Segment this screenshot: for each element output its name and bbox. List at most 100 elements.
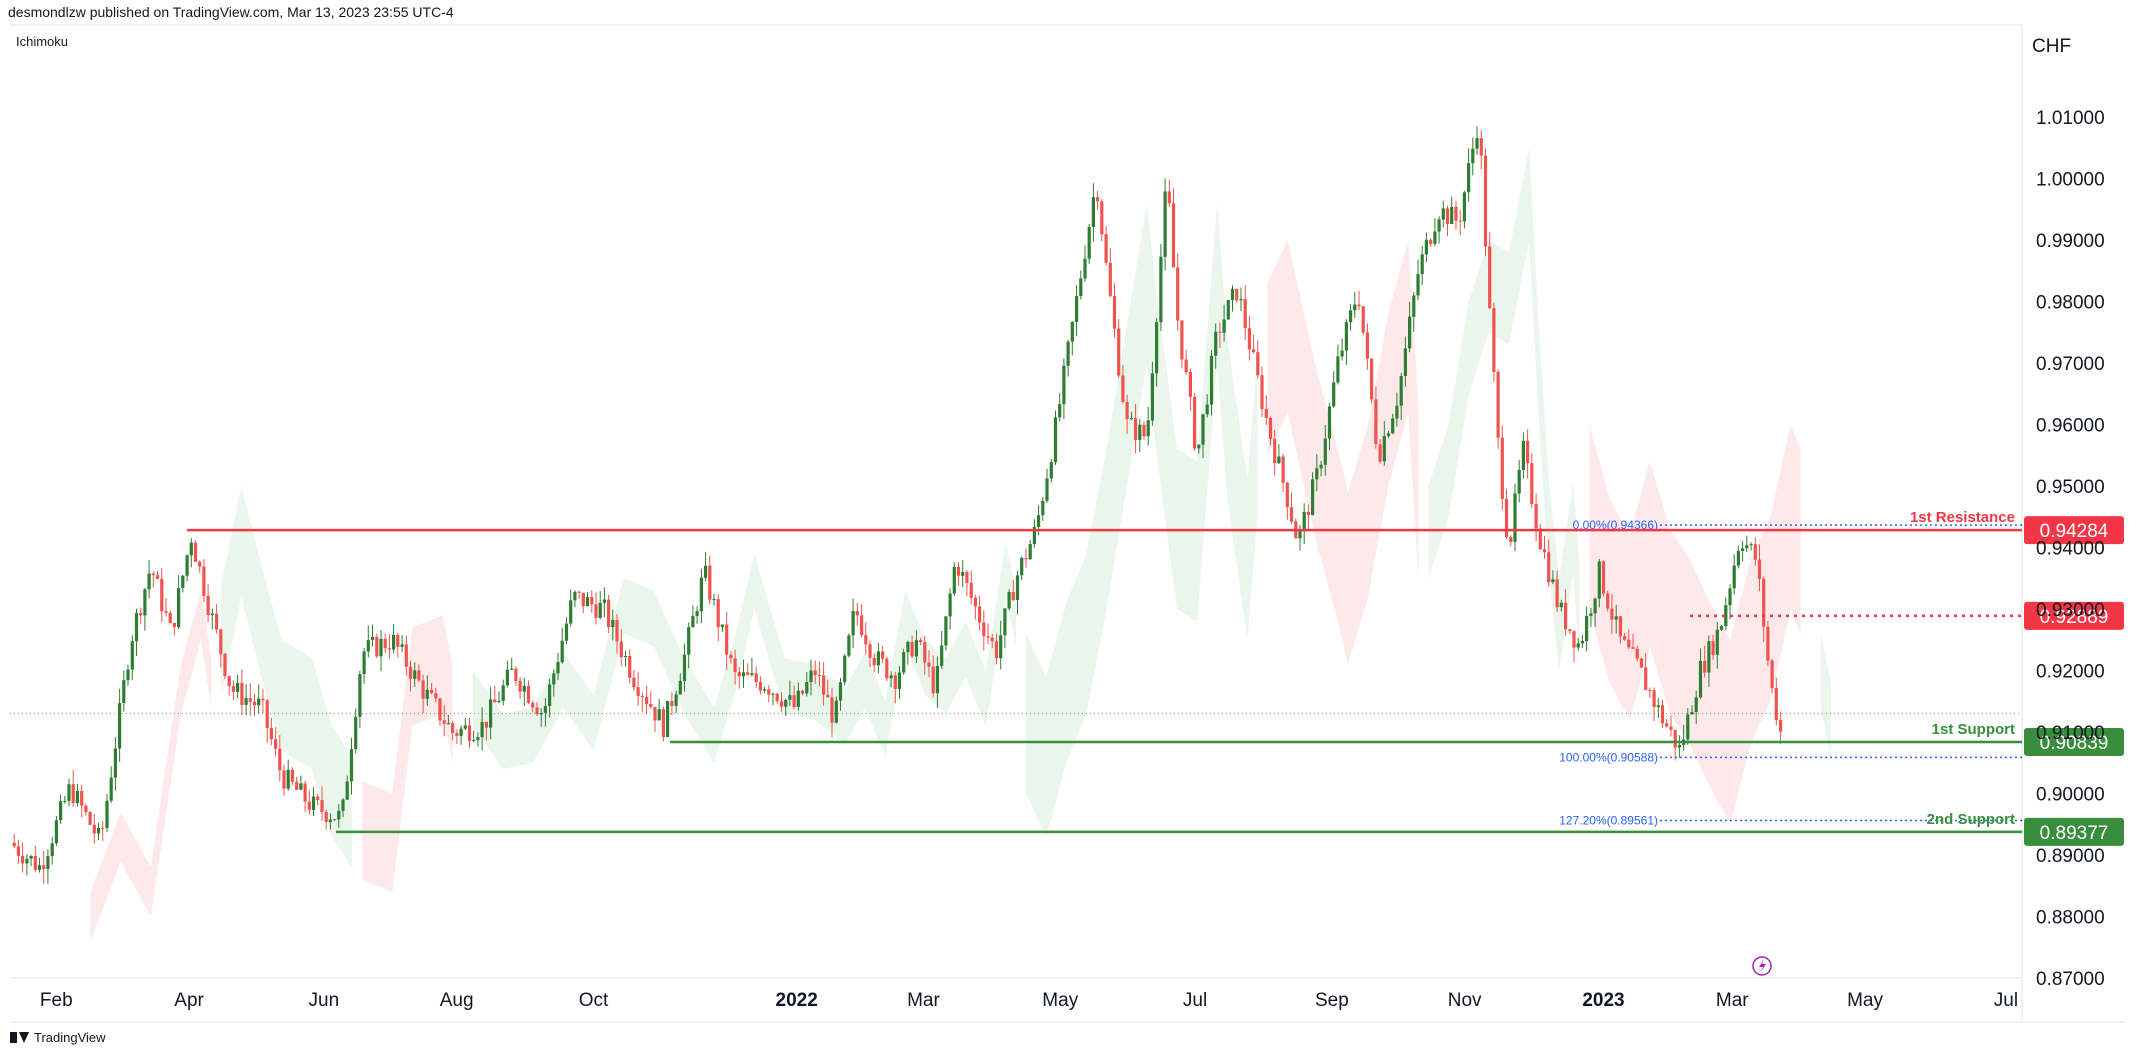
- candle-body: [379, 638, 383, 657]
- candle-body: [12, 842, 16, 847]
- candle-body: [105, 800, 109, 828]
- candle-body: [210, 613, 214, 616]
- candle-body: [1306, 511, 1310, 516]
- candle-body: [809, 670, 813, 682]
- candle-body: [1576, 643, 1580, 648]
- price-chart[interactable]: 0.00%(0.94366) 100.00%(0.90588) 127.20%(0.…: [0, 0, 2137, 1030]
- candle-body: [185, 555, 189, 576]
- candle-body: [164, 611, 168, 613]
- candle-body: [1757, 559, 1762, 579]
- candle-body: [1429, 239, 1433, 244]
- candle-body: [1445, 208, 1450, 224]
- candle-body: [278, 748, 282, 771]
- candle-body: [92, 824, 96, 834]
- candle-body: [602, 599, 606, 603]
- candle-body: [813, 670, 817, 676]
- price-badge: [2024, 817, 2124, 846]
- candle-body: [1070, 322, 1074, 342]
- lightning-icon: [1752, 956, 1772, 976]
- candle-body: [805, 682, 809, 694]
- candle-body: [1277, 456, 1281, 463]
- candle-body: [96, 827, 101, 834]
- indicator-label[interactable]: Ichimoku: [16, 34, 69, 49]
- candle-body: [733, 658, 737, 672]
- candle-body: [1349, 310, 1353, 323]
- candle-body: [1319, 464, 1323, 469]
- candle-body: [1239, 299, 1243, 301]
- candle-body: [1302, 511, 1306, 530]
- candle-body: [510, 668, 514, 670]
- candle-body: [796, 690, 800, 707]
- fib-level-label: 127.20%(0.89561): [1559, 814, 1658, 828]
- candle-body: [227, 676, 231, 687]
- candle-body: [514, 668, 518, 681]
- tradingview-logo-icon: [10, 1032, 29, 1043]
- candle-body: [645, 697, 649, 705]
- candle-body: [1315, 468, 1319, 480]
- candle-body: [678, 680, 682, 695]
- candle-body: [969, 582, 973, 598]
- candle-body: [1298, 529, 1302, 539]
- candle-body: [37, 865, 42, 870]
- candle-body: [1289, 507, 1294, 522]
- candle-body: [1121, 375, 1125, 402]
- candle-body: [172, 623, 176, 628]
- candle-body: [1424, 239, 1428, 255]
- candle-body: [1032, 526, 1036, 544]
- candle-body: [1015, 575, 1020, 601]
- candle-body: [101, 827, 105, 829]
- candle-body: [198, 561, 202, 567]
- candle-body: [1386, 433, 1391, 437]
- candle-body: [442, 720, 446, 724]
- price-tick-label: 0.91000: [2036, 723, 2105, 744]
- candle-body: [750, 673, 754, 675]
- candle-body: [42, 865, 46, 869]
- candle-body: [763, 689, 767, 691]
- candle-body: [1517, 469, 1521, 494]
- candle-body: [640, 696, 644, 698]
- candle-body: [1058, 404, 1062, 418]
- candle-body: [1268, 417, 1273, 439]
- candle-body: [1715, 629, 1719, 655]
- candle-body: [1703, 660, 1707, 673]
- candle-body: [657, 709, 661, 721]
- candle-body: [1644, 667, 1648, 691]
- candle-body: [438, 698, 442, 721]
- candle-body: [215, 613, 219, 630]
- candle-body: [1745, 545, 1749, 549]
- candle-body: [257, 698, 261, 706]
- candle-body: [893, 675, 897, 689]
- footer-brand[interactable]: TradingView: [10, 1030, 106, 1045]
- candle-body: [855, 611, 859, 616]
- candle-body: [231, 686, 235, 692]
- candle-body: [1479, 138, 1483, 156]
- candle-body: [864, 635, 868, 645]
- candle-body: [1669, 726, 1673, 730]
- candle-body: [33, 856, 37, 870]
- candle-body: [607, 599, 611, 628]
- candle-body: [889, 675, 893, 679]
- candle-body: [699, 577, 703, 612]
- candle-body: [1618, 616, 1622, 637]
- candle-body: [1707, 641, 1711, 673]
- candle-body: [1184, 359, 1188, 372]
- candle-body: [779, 701, 784, 707]
- candle-body: [978, 606, 982, 623]
- candle-body: [1053, 417, 1058, 463]
- candle-body: [354, 716, 358, 750]
- time-tick-label: 2022: [776, 990, 818, 1011]
- candle-body: [1361, 306, 1365, 333]
- candle-body: [973, 597, 977, 607]
- candle-body: [628, 656, 632, 678]
- candle-body: [1711, 641, 1715, 655]
- ichimoku-cloud-bearish: [1267, 160, 1419, 665]
- candle-body: [1496, 371, 1500, 438]
- price-tick-label: 0.94000: [2036, 539, 2105, 560]
- candle-body: [1580, 641, 1584, 644]
- candle-body: [1395, 405, 1399, 419]
- candle-body: [771, 693, 775, 695]
- ichimoku-cloud-bullish: [1026, 203, 1258, 837]
- candle-body: [126, 669, 130, 681]
- candle-body: [1412, 295, 1416, 317]
- candle-body: [1045, 478, 1049, 501]
